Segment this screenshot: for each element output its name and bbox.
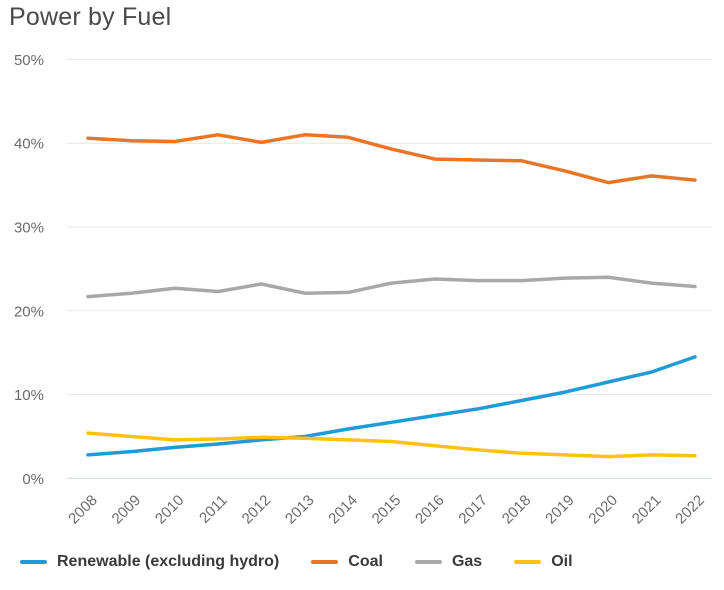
y-axis-tick-label: 50% xyxy=(14,52,44,69)
legend-label: Coal xyxy=(348,553,383,570)
y-axis-tick-label: 10% xyxy=(14,387,44,404)
x-axis-tick-label: 2018 xyxy=(499,492,535,528)
y-axis-tick-label: 0% xyxy=(22,471,44,488)
coal-line-swatch-icon xyxy=(311,560,339,564)
x-axis-tick-label: 2019 xyxy=(542,492,578,528)
chart-legend: Renewable (excluding hydro) Coal Gas Oil xyxy=(20,553,573,571)
x-axis-tick-label: 2021 xyxy=(629,492,665,528)
renewable-line-swatch-icon xyxy=(20,560,47,564)
x-axis-tick-label: 2017 xyxy=(455,492,491,528)
series-line-coal xyxy=(86,133,697,185)
x-axis-tick-label: 2010 xyxy=(152,492,188,528)
legend-label: Oil xyxy=(551,553,573,570)
legend-item-gas[interactable]: Gas xyxy=(414,553,483,571)
legend-label: Gas xyxy=(451,553,483,570)
oil-line-swatch-icon xyxy=(514,560,542,564)
legend-item-oil[interactable]: Oil xyxy=(514,553,573,571)
y-axis-tick-label: 30% xyxy=(14,220,44,237)
legend-item-renewable[interactable]: Renewable (excluding hydro) xyxy=(20,553,279,571)
x-axis-tick-label: 2022 xyxy=(672,492,708,528)
x-axis-tick-label: 2016 xyxy=(412,492,448,528)
x-axis-tick-label: 2008 xyxy=(65,492,101,528)
y-axis-tick-label: 20% xyxy=(14,303,44,320)
series-line-gas xyxy=(86,275,697,299)
x-axis-tick-label: 2009 xyxy=(109,492,145,528)
series-line-oil xyxy=(86,431,697,459)
legend-item-coal[interactable]: Coal xyxy=(311,553,383,571)
legend-label: Renewable (excluding hydro) xyxy=(57,553,280,570)
gas-line-swatch-icon xyxy=(414,560,442,564)
x-axis-tick-label: 2011 xyxy=(196,492,231,527)
x-axis-tick-label: 2014 xyxy=(325,492,361,528)
chart-title: Power by Fuel xyxy=(9,3,172,31)
y-axis-tick-label: 40% xyxy=(14,136,44,153)
x-axis-tick-label: 2012 xyxy=(239,492,275,528)
x-axis-tick-label: 2013 xyxy=(282,492,318,528)
x-axis-tick-label: 2020 xyxy=(585,492,621,528)
series-line-renewable-excluding-hydro xyxy=(86,355,697,457)
x-axis-tick-label: 2015 xyxy=(369,492,405,528)
